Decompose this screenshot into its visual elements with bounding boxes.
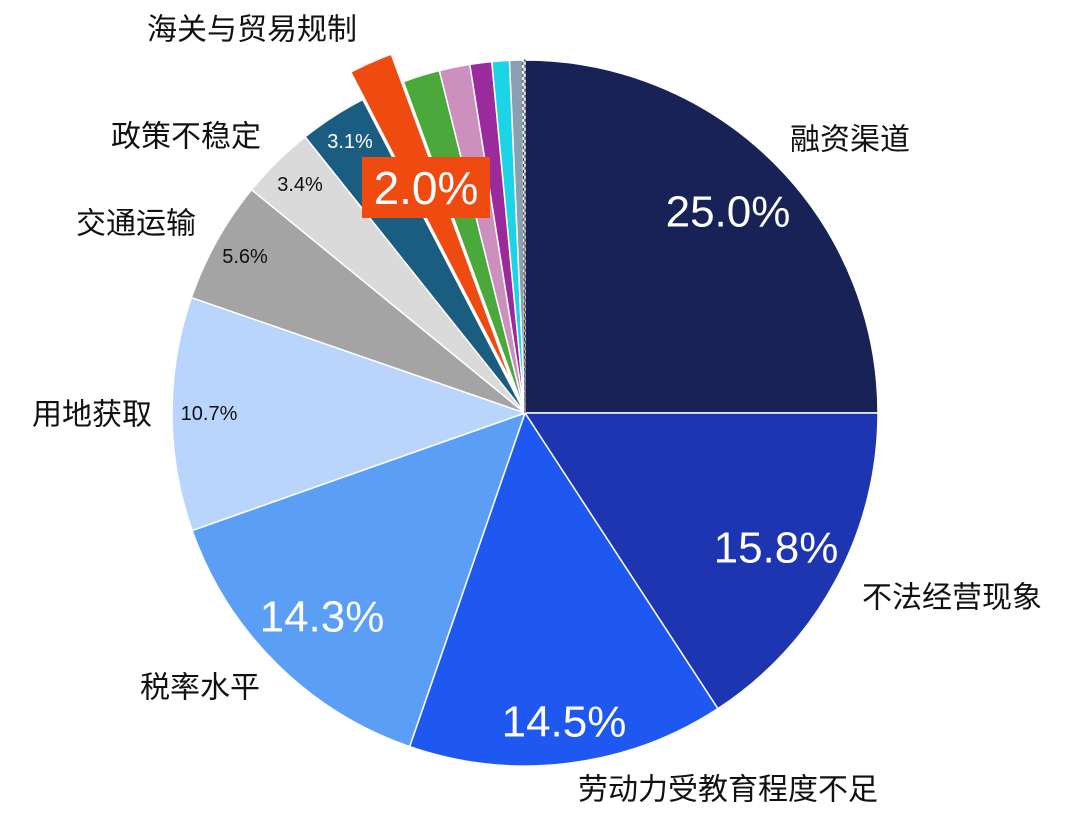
slice-percentage: 14.5% [502, 698, 627, 747]
pie-slice [522, 59, 526, 414]
pie-slice [508, 59, 526, 414]
slice-percentage: 10.7% [181, 403, 238, 425]
pie-slices [171, 53, 879, 767]
pie-slice [523, 412, 879, 710]
slice-percentage: 15.8% [714, 524, 839, 573]
pie-slice [304, 98, 526, 414]
pie-slice [524, 59, 879, 414]
slice-label: 税率水平 [140, 671, 260, 706]
slice-label: 融资渠道 [790, 123, 910, 158]
pie-labels: 25.0% 融资渠道 15.8% 不法经营现象 14.5% 劳动力受教育程度不足 14.3%… [32, 13, 1042, 808]
slice-percentage: 5.6% [222, 246, 268, 268]
pie-slice [171, 296, 528, 532]
slice-percentage: 2.0% [374, 162, 479, 214]
pie-slice [349, 53, 514, 386]
slice-percentage: 14.3% [260, 593, 385, 642]
slice-label: 交通运输 [76, 207, 196, 242]
slice-label: 用地获取 [32, 398, 152, 433]
pie-slice [408, 411, 719, 767]
highlight-value-box [362, 157, 490, 218]
slice-label: 劳动力受教育程度不足 [578, 773, 878, 808]
slice-label: 海关与贸易规制 [147, 13, 357, 48]
slice-percentage: 3.1% [327, 131, 373, 153]
slice-percentage: 3.4% [277, 174, 323, 196]
slice-label: 不法经营现象 [862, 581, 1042, 616]
pie-slice [191, 411, 527, 748]
slice-label: 政策不稳定 [111, 120, 261, 155]
slice-percentage: 25.0% [666, 188, 791, 237]
